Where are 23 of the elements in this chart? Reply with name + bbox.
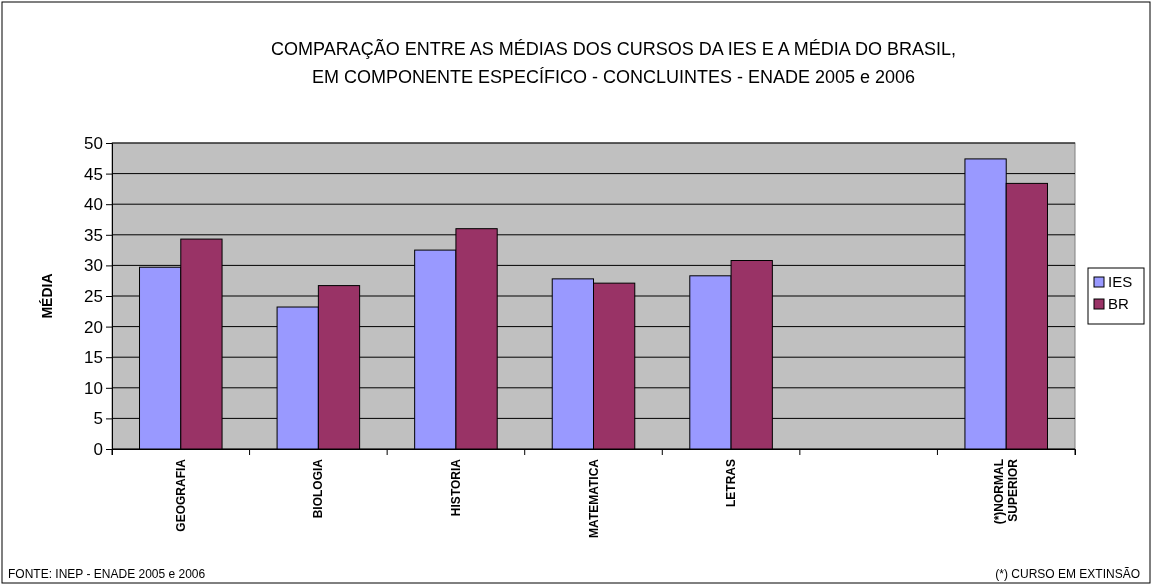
y-tick-label: 35 <box>84 225 103 245</box>
y-tick-label: 40 <box>84 195 103 215</box>
y-tick-label: 20 <box>84 317 103 337</box>
source-note: FONTE: INEP - ENADE 2005 e 2006 <box>8 567 206 581</box>
legend-label: IES <box>1108 273 1133 290</box>
text: (*) CURSO EM EXTINSÃO <box>995 567 1140 581</box>
y-tick-label: 15 <box>84 348 103 368</box>
y-tick-label: 45 <box>84 164 103 184</box>
x-tick-label: GEOGRAFIA <box>173 458 188 532</box>
x-tick-label: MATEMATICA <box>586 458 601 538</box>
y-tick-label: 30 <box>84 256 103 276</box>
x-tick-label: HISTORIA <box>448 458 463 517</box>
x-tick-label: LETRAS <box>724 459 739 507</box>
y-tick-label: 50 <box>84 133 103 153</box>
y-tick-label: 10 <box>84 378 103 398</box>
chart-title: COMPARAÇÃO ENTRE AS MÉDIAS DOS CURSOS DA IES E A MÉDIA DO BRASIL, EM COMPONENTE ESPECÍFICO - CONCLUINTES - ENADE 2005 e 2006 <box>271 38 956 87</box>
y-tick-label: 25 <box>84 286 103 306</box>
y-tick-label: 0 <box>93 439 103 459</box>
y-tick-label: 5 <box>93 409 103 429</box>
legend-label: BR <box>1108 295 1129 312</box>
x-tick-label: (*)NORMAL SUPERIOR <box>992 458 1021 525</box>
y-axis-title: MÉDIA <box>39 273 55 319</box>
x-tick-label: BIOLOGIA <box>311 458 326 519</box>
